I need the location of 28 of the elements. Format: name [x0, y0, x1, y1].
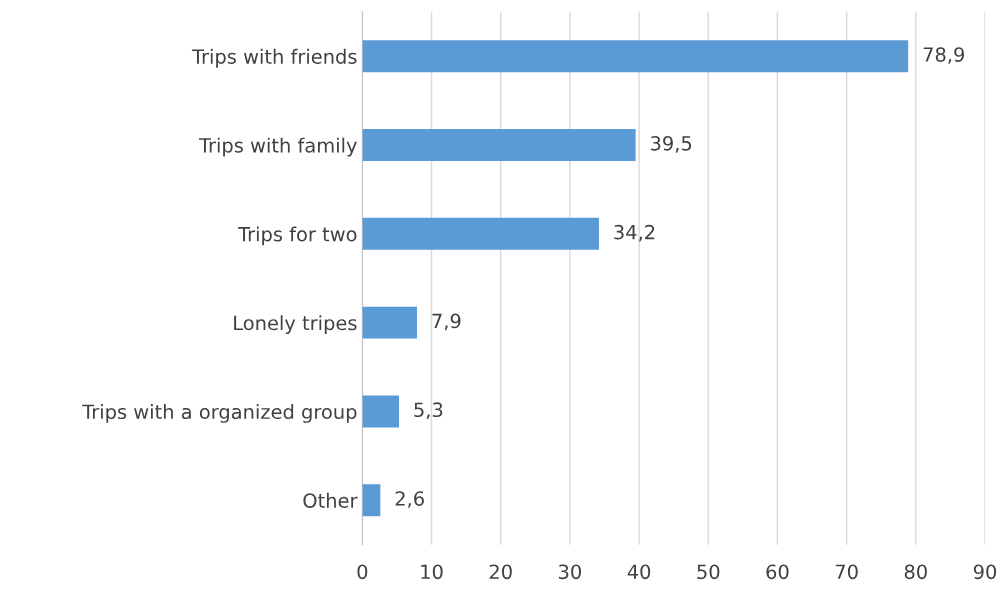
bar — [362, 129, 636, 162]
data-label: 5,3 — [414, 402, 443, 420]
x-tick-label: 60 — [766, 564, 789, 580]
x-tick-label: 10 — [421, 564, 443, 580]
y-tick-label: Other — [303, 492, 358, 508]
y-tick-label: Lonely tripes — [234, 315, 357, 335]
x-tick-label: 50 — [697, 564, 720, 580]
y-tick-label: Trips with family — [198, 137, 357, 157]
data-label: 2,6 — [395, 491, 424, 508]
data-label: 7,9 — [432, 313, 461, 331]
bar — [362, 395, 400, 428]
data-label: 39,5 — [651, 135, 692, 153]
x-tick-label: 80 — [904, 564, 927, 580]
bar — [362, 484, 381, 517]
bar — [362, 217, 599, 250]
x-tick-label: 30 — [559, 564, 581, 580]
x-tick-label: 0 — [357, 564, 368, 580]
y-tick-label: Trips with friends — [191, 48, 357, 68]
x-tick-label: 20 — [489, 564, 512, 580]
y-tick-label: Trips with a organized group — [82, 404, 357, 423]
y-tick-label: Trips for two — [238, 226, 357, 246]
data-label: 34,2 — [614, 224, 655, 242]
x-tick-label: 90 — [973, 564, 997, 580]
data-label: 78,9 — [923, 47, 965, 64]
bar — [362, 40, 909, 73]
x-tick-label: 40 — [627, 564, 651, 580]
x-tick-label: 70 — [835, 564, 858, 580]
bar — [362, 306, 418, 339]
